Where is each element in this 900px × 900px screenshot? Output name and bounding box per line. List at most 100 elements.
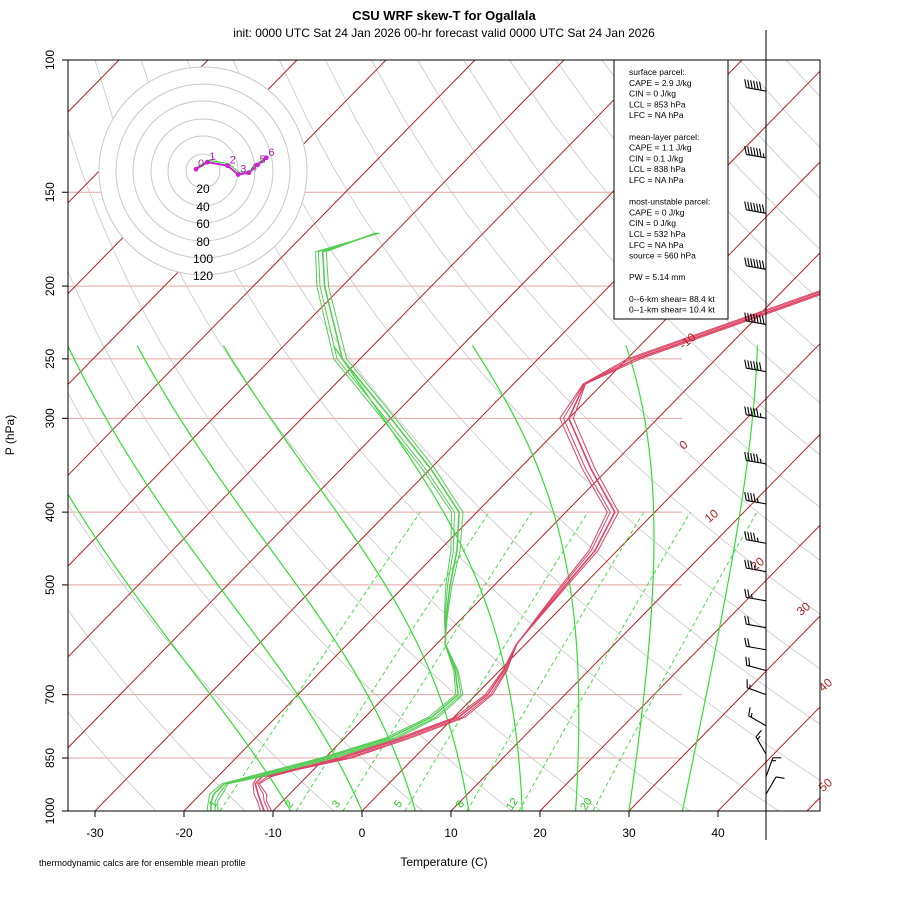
isotherm-line [68, 60, 565, 567]
mixing-ratio-line [404, 511, 589, 811]
barb-flag [756, 361, 759, 371]
dry-adiabat [232, 60, 820, 725]
wind-barb [744, 559, 767, 573]
wind-barb [765, 776, 785, 795]
hodograph-point [263, 155, 269, 161]
barb-flag [753, 361, 756, 370]
barb-flag [756, 81, 759, 90]
stats-line: LCL = 838 hPa [629, 164, 686, 174]
barb-flag [744, 491, 747, 501]
barb-flag [744, 145, 747, 155]
wind-barb [765, 757, 782, 777]
barb-flag [753, 147, 756, 157]
barb-shaft [747, 687, 767, 696]
mixing-ratio-label: 1 [207, 798, 220, 810]
barb-flag [747, 638, 750, 647]
mixing-ratio-line [466, 511, 645, 811]
x-tick-label: 10 [444, 826, 458, 840]
barb-flag [753, 258, 756, 268]
wind-barb [755, 729, 767, 755]
barb-flag [761, 260, 765, 270]
hodograph-point [205, 159, 210, 165]
barb-shaft [746, 645, 767, 651]
moist-adiabat [681, 345, 758, 811]
barb-flag [747, 313, 750, 322]
barb-flag [747, 616, 750, 625]
isotherm-line [450, 433, 820, 811]
y-axis-label: P (hPa) [3, 415, 17, 455]
barb-flag [747, 492, 750, 502]
stats-line: 0--1-km shear= 10.4 kt [629, 305, 715, 315]
barb-flag [758, 203, 762, 213]
x-tick-label: -10 [264, 826, 282, 840]
moist-adiabat [332, 345, 523, 811]
barb-flag [753, 314, 756, 323]
mixing-ratio-label: 3 [330, 798, 343, 810]
barb-flag [744, 201, 747, 210]
hodograph-ring-label: 100 [193, 252, 213, 266]
dry-adiabat [68, 270, 513, 811]
barb-half [756, 537, 759, 542]
wind-barb [744, 201, 767, 214]
hodograph-ring-label: 120 [193, 269, 213, 283]
barb-flag [747, 257, 750, 267]
barb-flag [744, 531, 747, 540]
dry-adiabat [68, 128, 602, 811]
x-tick-label: 30 [622, 826, 636, 840]
barb-flag [748, 657, 751, 667]
barb-flag [761, 315, 765, 325]
barb-flag [755, 729, 762, 738]
y-tick-label: 400 [43, 502, 57, 522]
hodograph-point [193, 166, 199, 172]
barb-flag [753, 80, 756, 90]
barb-half [759, 458, 762, 464]
x-tick-label: 0 [359, 826, 366, 840]
y-tick-label: 100 [43, 50, 57, 70]
barb-flag [750, 146, 753, 156]
y-tick-label: 250 [43, 349, 57, 369]
y-tick-label: 200 [43, 276, 57, 296]
moist-adiabat [222, 345, 470, 811]
barb-flag [753, 493, 756, 503]
wind-barb [744, 451, 767, 465]
stats-line: LCL = 853 hPa [629, 99, 686, 109]
sounding-profiles [206, 232, 820, 811]
moist-adiabat [471, 345, 580, 811]
hodograph-ring [185, 153, 221, 189]
chart-subtitle: init: 0000 UTC Sat 24 Jan 2026 00-hr for… [233, 26, 655, 40]
barb-flag [758, 259, 762, 269]
mixing-ratio-label: 8 [454, 798, 467, 810]
mixing-ratio-line [342, 511, 533, 811]
plot-frame [67, 59, 821, 812]
hodograph-ring [98, 66, 308, 276]
barb-flag [758, 315, 762, 324]
dry-adiabat [417, 60, 820, 508]
hodograph-point-label: 2 [230, 155, 236, 167]
wind-barbs [744, 30, 785, 840]
dry-adiabat [278, 60, 820, 670]
wind-barb [744, 359, 767, 373]
wind-barb [745, 656, 767, 672]
barb-shaft [746, 499, 767, 505]
barb-shaft [746, 320, 767, 326]
hodograph-point-label: 6 [268, 147, 274, 159]
hodograph-point [246, 170, 252, 176]
x-tick-label: -20 [175, 826, 193, 840]
mixing-ratio-label: 2 [283, 798, 296, 810]
hodograph-point [255, 162, 260, 168]
isotherm-line [628, 615, 820, 811]
isotherm-line [68, 60, 654, 658]
stats-line: LFC = NA hPa [629, 175, 684, 185]
wind-barb [744, 491, 767, 505]
stats-line: surface parcel: [629, 67, 685, 77]
barb-flag [747, 560, 750, 569]
x-axis-label: Temperature (C) [400, 855, 487, 869]
dry-adiabat [68, 503, 335, 811]
dry-adiabat [186, 60, 820, 781]
stats-line: LCL = 532 hPa [629, 229, 686, 239]
stats-box-frame [613, 59, 729, 320]
hodograph-point-label: 0 [198, 158, 204, 170]
hodograph-ring [132, 100, 274, 242]
dry-adiabat [68, 711, 157, 811]
barb-flag [775, 776, 785, 779]
